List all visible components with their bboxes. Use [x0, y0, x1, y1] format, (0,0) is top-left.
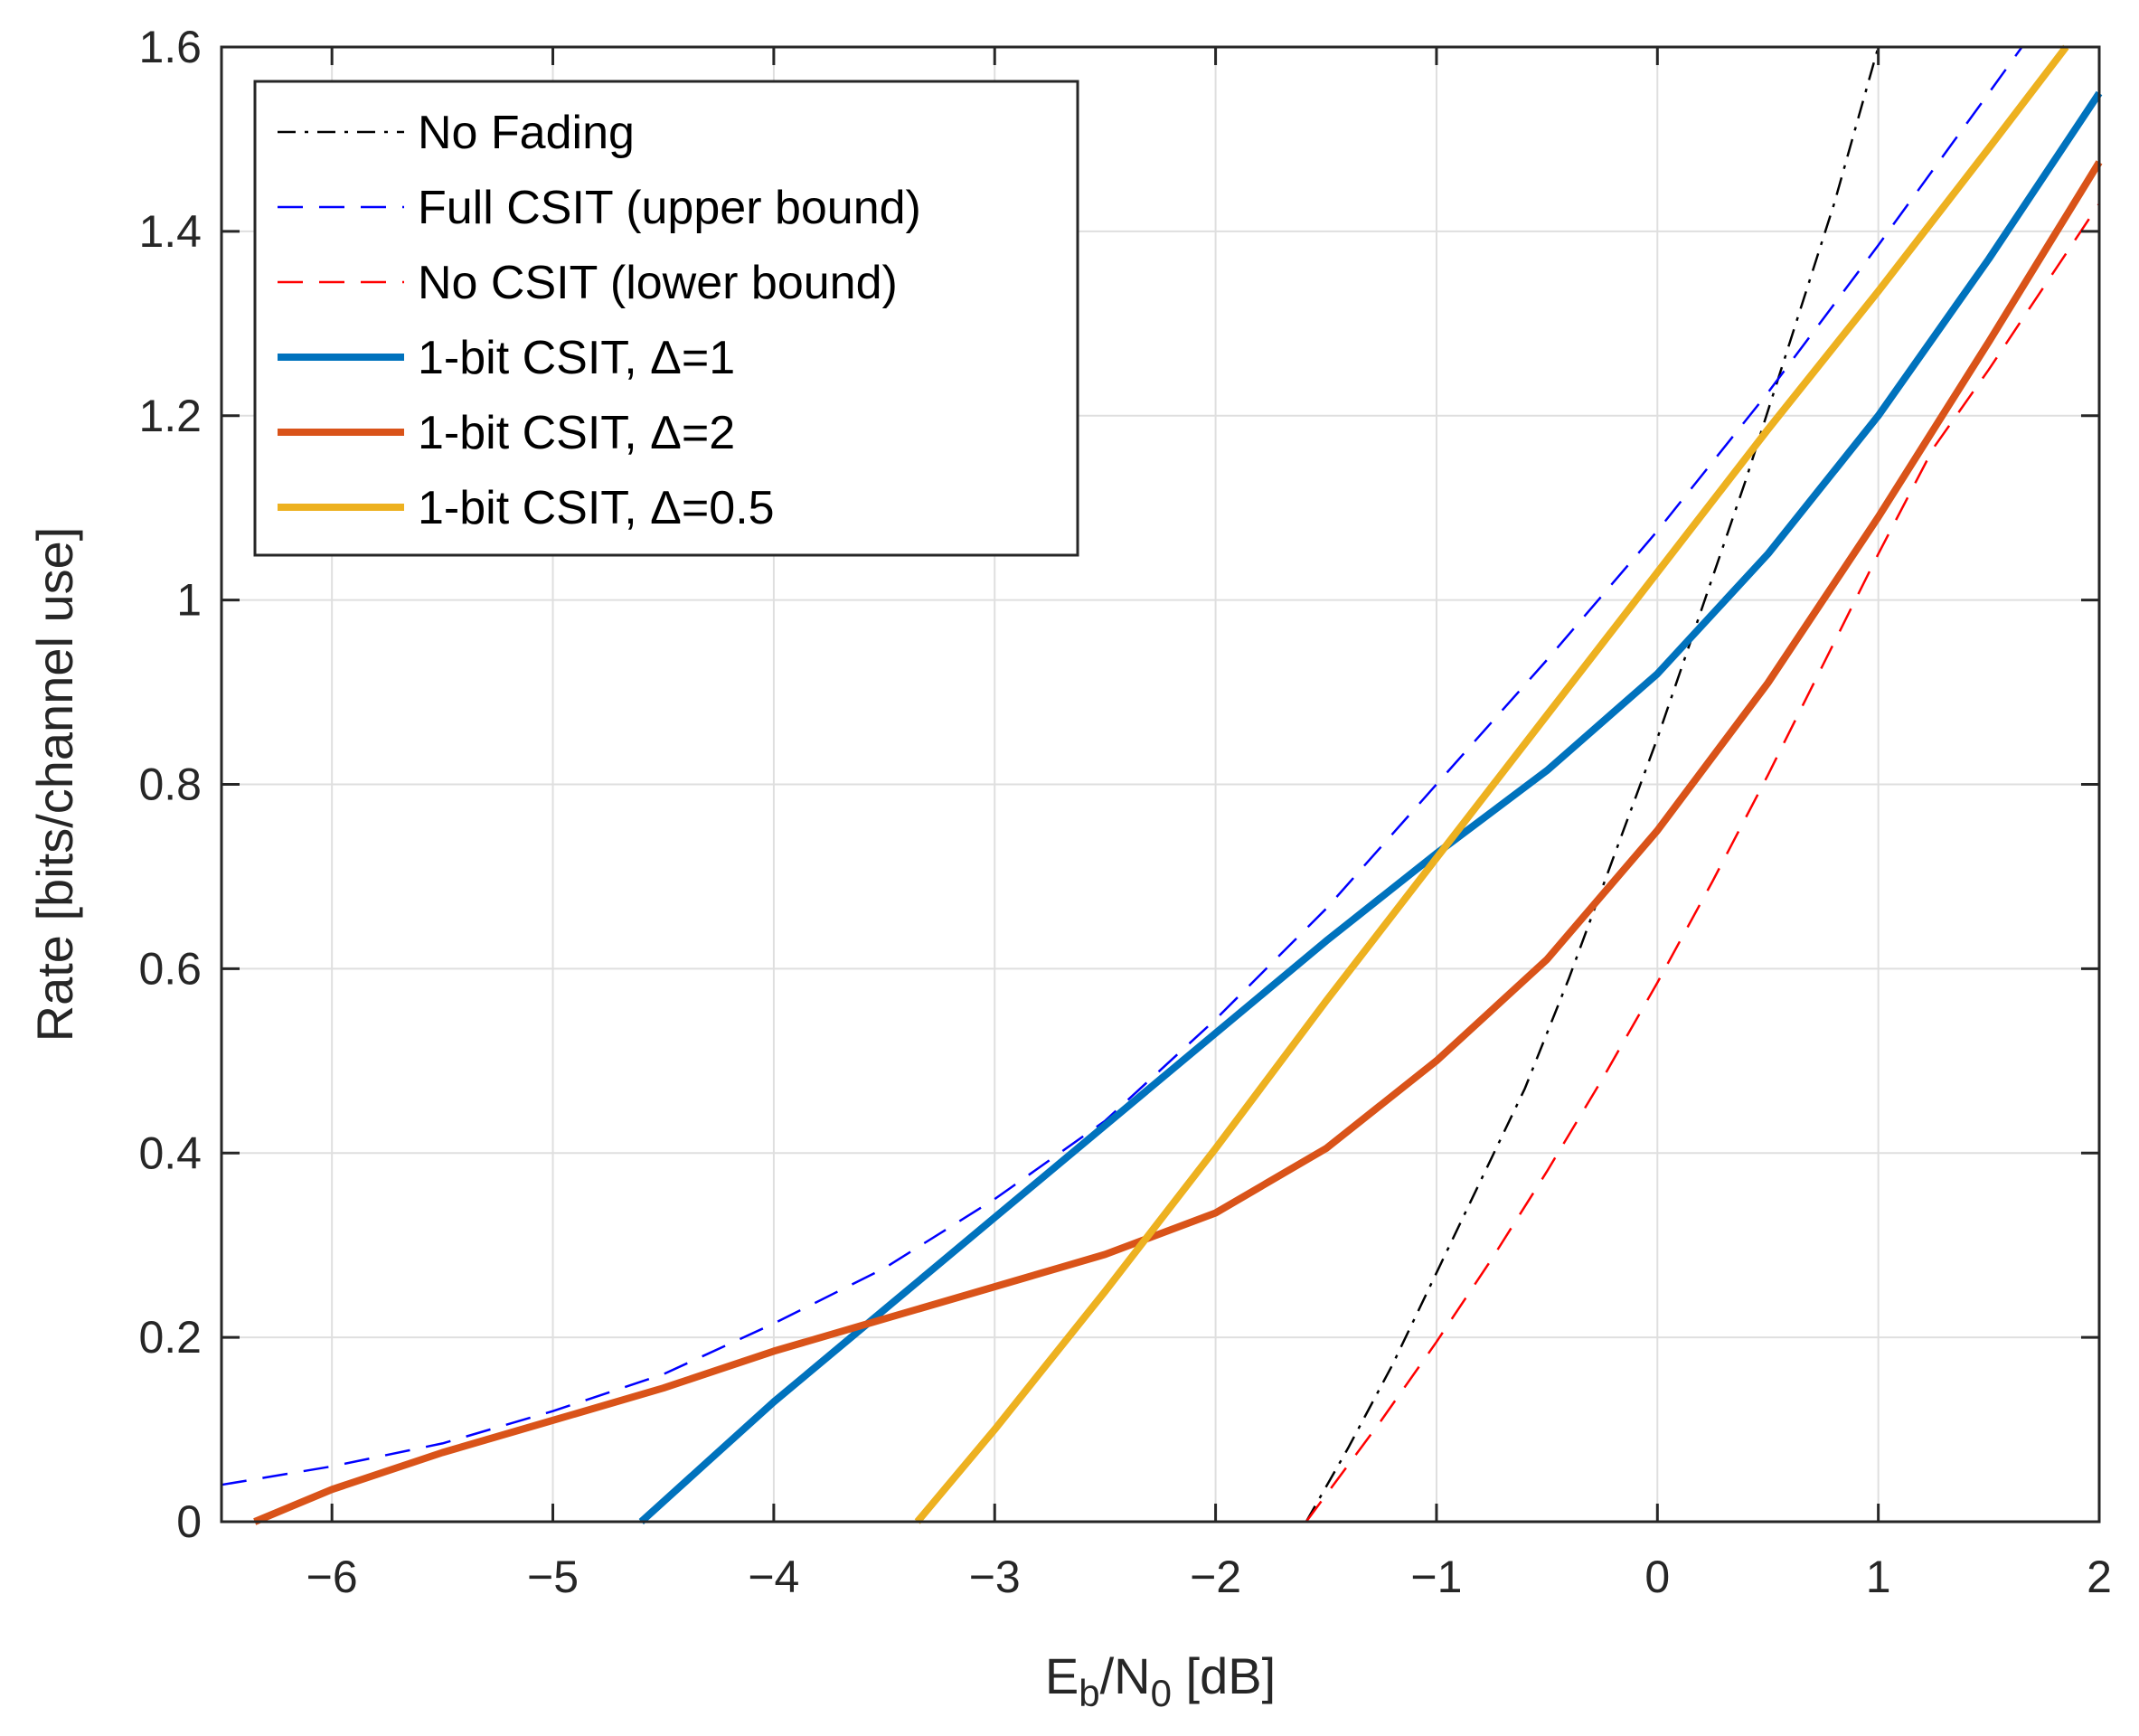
legend-label-2: Full CSIT (upper bound): [418, 182, 921, 234]
x-tick-label: −3: [969, 1552, 1021, 1602]
legend-label-1: No Fading: [418, 107, 635, 159]
y-tick-label: 1: [176, 575, 202, 626]
legend-label-3: No CSIT (lower bound): [418, 257, 898, 309]
x-tick-label: 2: [2087, 1552, 2112, 1602]
y-axis-title: Rate [bits/channel use]: [26, 527, 83, 1043]
series-line-5: [253, 160, 2103, 1525]
x-tick-label: −2: [1190, 1552, 1241, 1602]
x-axis-title-slash-n: /N: [1100, 1647, 1151, 1704]
y-tick-label: 0.8: [138, 760, 202, 810]
y-tick-label: 1.4: [138, 206, 202, 257]
x-tick-label: −1: [1410, 1552, 1462, 1602]
y-tick-label: 0.6: [138, 943, 202, 994]
legend-label-6: 1-bit CSIT, Δ=0.5: [418, 482, 775, 534]
x-axis-title-e: E: [1045, 1647, 1079, 1704]
x-tick-label: −4: [748, 1552, 799, 1602]
x-axis-title: Eb/N0 [dB]: [1045, 1647, 1276, 1714]
series-line-3: [1305, 203, 2101, 1523]
x-axis-title-sub-0: 0: [1151, 1672, 1172, 1714]
series-line-4: [638, 90, 2103, 1524]
x-axis-title-sub-b: b: [1079, 1672, 1099, 1714]
x-tick-label: −5: [527, 1552, 579, 1602]
y-tick-label: 0.2: [138, 1312, 202, 1363]
y-tick-label: 0.4: [138, 1127, 202, 1178]
x-tick-label: 0: [1644, 1552, 1670, 1602]
axis-ticks: −6 −5 −4 −3 −2 −1 0 1 2 0 0.2 0.4 0.6 0.8 1 1.2 1.4 1.6: [138, 22, 2111, 1602]
legend-label-4: 1-bit CSIT, Δ=1: [418, 332, 735, 384]
y-tick-label: 0: [176, 1496, 202, 1547]
x-tick-label: −6: [306, 1552, 358, 1602]
legend-label-5: 1-bit CSIT, Δ=2: [418, 407, 735, 459]
y-tick-label: 1.2: [138, 391, 202, 441]
y-tick-label: 1.6: [138, 22, 202, 72]
series-line-2: [221, 46, 2023, 1486]
data-series: [221, 44, 2103, 1525]
x-tick-label: 1: [1866, 1552, 1891, 1602]
series-line-6: [914, 44, 2069, 1524]
x-axis-title-unit: [dB]: [1172, 1647, 1276, 1704]
legend: No Fading Full CSIT (upper bound) No CSIT …: [253, 80, 1079, 557]
legend-box: [253, 80, 1079, 557]
